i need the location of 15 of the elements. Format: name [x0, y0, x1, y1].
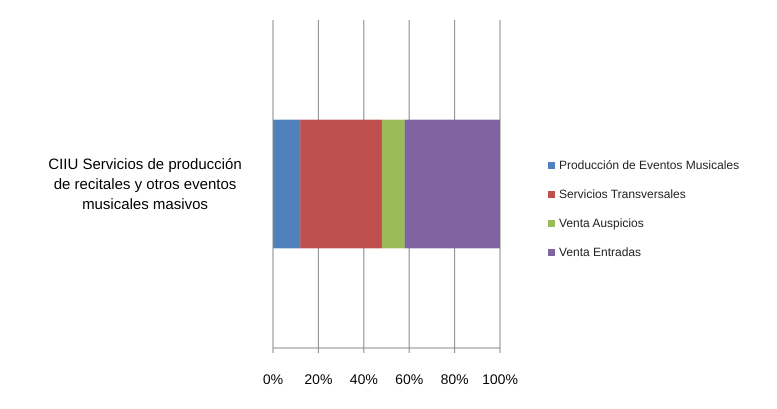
legend-label: Producción de Eventos Musicales: [559, 158, 740, 172]
legend-label: Servicios Transversales: [559, 187, 686, 201]
x-tick-label: 100%: [482, 371, 518, 387]
bar: [300, 120, 382, 248]
bar: [382, 120, 405, 248]
y-tick-label: CIIU Servicios de producción de recitales y otros eventos musicales masivos: [48, 156, 242, 213]
x-tick-label: 0%: [262, 371, 284, 387]
x-tick-label: 20%: [304, 371, 332, 387]
legend-label: Venta Entradas: [559, 245, 642, 259]
x-tick-label: 40%: [350, 371, 378, 387]
x-tick-label: 60%: [395, 371, 424, 387]
x-tick-label: 80%: [440, 371, 469, 387]
bar: [273, 120, 300, 248]
legend-label: Venta Auspicios: [559, 216, 644, 230]
bar: [404, 120, 500, 248]
